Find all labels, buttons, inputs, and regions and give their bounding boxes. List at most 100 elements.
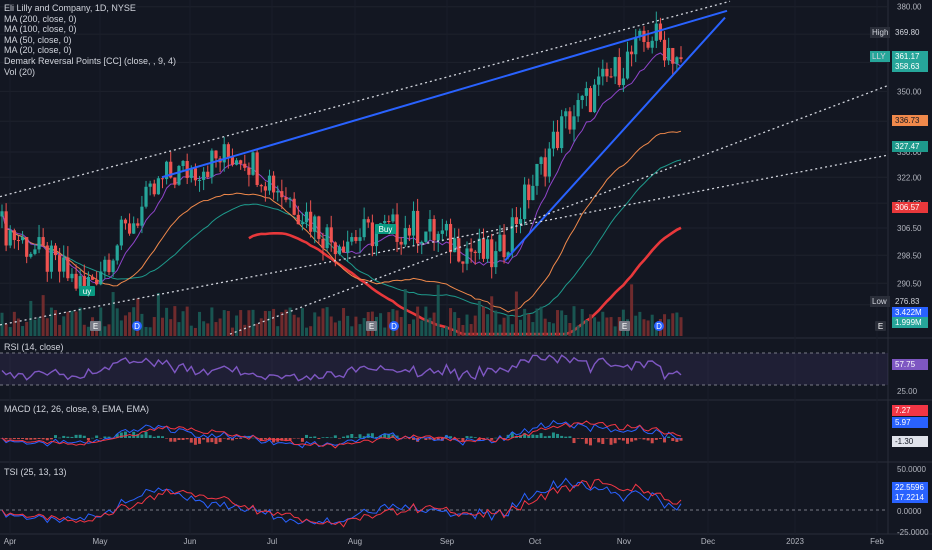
candle-body[interactable] <box>481 238 486 259</box>
legend-volume[interactable]: Vol (20) <box>4 66 36 77</box>
candle-body[interactable] <box>25 237 29 257</box>
price-axis[interactable]: 284.50290.50298.50306.50314.00322.00330.… <box>897 3 922 310</box>
candle-body[interactable] <box>123 219 128 224</box>
candle-body[interactable] <box>494 251 498 268</box>
candle-body[interactable] <box>321 238 325 249</box>
candle-body[interactable] <box>70 273 74 279</box>
candle-body[interactable] <box>99 271 103 285</box>
candle-body[interactable] <box>329 227 333 243</box>
candle-body[interactable] <box>267 175 272 191</box>
legend-ma50[interactable]: MA (50, close, 0) <box>4 34 72 45</box>
candle-body[interactable] <box>436 233 440 241</box>
candle-body[interactable] <box>440 230 444 234</box>
candle-body[interactable] <box>679 57 683 60</box>
candle-body[interactable] <box>78 276 82 289</box>
legend-ma100[interactable]: MA (100, close, 0) <box>4 24 77 35</box>
candle-body[interactable] <box>333 242 337 255</box>
candle-body[interactable] <box>498 234 502 252</box>
candle-body[interactable] <box>658 23 663 40</box>
candle-body[interactable] <box>576 100 580 117</box>
candle-body[interactable] <box>263 186 267 191</box>
candle-body[interactable] <box>4 211 8 246</box>
candle-body[interactable] <box>210 150 214 178</box>
candle-body[interactable] <box>222 144 226 163</box>
dotted-mid-trendline[interactable] <box>229 84 889 335</box>
candle-body[interactable] <box>214 150 218 159</box>
candle-body[interactable] <box>0 211 4 217</box>
upper-channel-trendline[interactable] <box>161 9 728 179</box>
candle-body[interactable] <box>407 228 411 236</box>
candle-body[interactable] <box>539 157 543 164</box>
candle-body[interactable] <box>502 234 506 258</box>
candle-body[interactable] <box>444 223 449 231</box>
candle-body[interactable] <box>374 231 379 247</box>
candle-body[interactable] <box>366 219 370 223</box>
dotted-upper-trendline[interactable] <box>0 0 731 198</box>
candle-body[interactable] <box>514 217 518 225</box>
candle-body[interactable] <box>551 131 556 149</box>
ma20-line[interactable] <box>1 52 682 284</box>
candle-body[interactable] <box>111 260 115 273</box>
candle-body[interactable] <box>465 248 469 264</box>
candle-body[interactable] <box>580 95 584 101</box>
candle-body[interactable] <box>140 206 144 226</box>
candle-body[interactable] <box>272 175 276 193</box>
candle-body[interactable] <box>20 237 25 241</box>
candle-body[interactable] <box>156 178 160 195</box>
candle-body[interactable] <box>45 245 49 272</box>
candle-body[interactable] <box>518 219 523 225</box>
candle-body[interactable] <box>276 191 280 193</box>
candle-body[interactable] <box>387 221 391 223</box>
candle-body[interactable] <box>543 157 547 177</box>
candle-body[interactable] <box>671 47 675 64</box>
candle-body[interactable] <box>144 186 148 207</box>
candle-body[interactable] <box>395 214 399 242</box>
rsi-pane[interactable]: 25.00 57.75 <box>0 352 928 396</box>
rising-support-trendline[interactable] <box>504 16 726 262</box>
candle-body[interactable] <box>86 276 91 287</box>
candle-body[interactable] <box>41 237 45 246</box>
candle-body[interactable] <box>255 152 259 185</box>
candle-body[interactable] <box>630 51 634 55</box>
candle-body[interactable] <box>29 253 33 257</box>
candle-body[interactable] <box>469 248 473 252</box>
candle-body[interactable] <box>638 30 642 37</box>
candle-body[interactable] <box>621 78 625 86</box>
candle-body[interactable] <box>383 221 387 224</box>
candle-body[interactable] <box>675 57 679 64</box>
candle-body[interactable] <box>646 41 650 48</box>
candle-body[interactable] <box>341 246 346 253</box>
candle-body[interactable] <box>572 116 576 130</box>
candle-body[interactable] <box>317 216 321 239</box>
candle-body[interactable] <box>588 88 593 113</box>
candle-body[interactable] <box>568 111 572 130</box>
legend-demark[interactable]: Demark Reversal Points [CC] (close, , 9,… <box>4 55 177 66</box>
macd-title[interactable]: MACD (12, 26, close, 9, EMA, EMA) <box>4 404 150 414</box>
candle-body[interactable] <box>33 249 37 254</box>
candle-body[interactable] <box>82 276 86 287</box>
candle-body[interactable] <box>95 279 99 285</box>
candle-body[interactable] <box>667 47 671 61</box>
candle-body[interactable] <box>547 148 551 177</box>
candle-body[interactable] <box>510 217 514 253</box>
candle-body[interactable] <box>625 51 630 79</box>
candle-body[interactable] <box>152 183 156 195</box>
candle-body[interactable] <box>601 68 605 77</box>
ma200-line[interactable] <box>248 226 682 336</box>
candle-body[interactable] <box>309 211 313 232</box>
candle-body[interactable] <box>304 211 309 223</box>
candle-body[interactable] <box>506 252 510 258</box>
candle-body[interactable] <box>555 131 560 149</box>
candle-body[interactable] <box>251 152 255 175</box>
candle-body[interactable] <box>325 227 329 249</box>
candle-body[interactable] <box>132 223 136 234</box>
candle-body[interactable] <box>485 239 490 259</box>
candle-body[interactable] <box>564 111 568 117</box>
candle-body[interactable] <box>16 240 21 242</box>
candle-body[interactable] <box>560 116 564 149</box>
candle-body[interactable] <box>424 231 428 242</box>
candle-body[interactable] <box>206 171 210 178</box>
candle-body[interactable] <box>535 163 539 186</box>
